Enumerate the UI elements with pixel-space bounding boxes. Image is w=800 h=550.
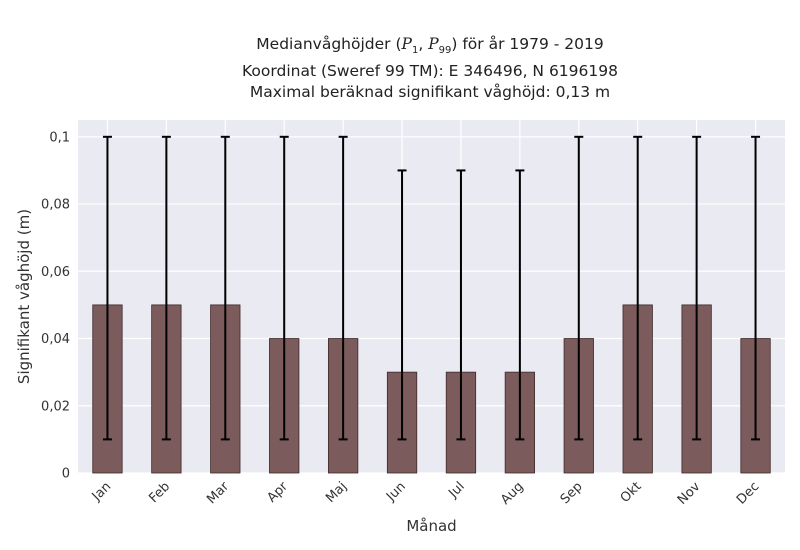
x-axis-label: Månad — [406, 517, 456, 535]
error-bar-nov — [692, 135, 702, 441]
x-tick-label: Nov — [675, 479, 704, 508]
y-tick-label: 0,08 — [41, 198, 70, 213]
error-bars — [102, 135, 761, 441]
x-tick-label: Jan — [89, 479, 114, 504]
x-tick-label: Maj — [323, 479, 350, 506]
error-bar-maj — [338, 135, 348, 441]
error-bar-jun — [397, 169, 407, 441]
error-bar-jul — [456, 169, 466, 441]
x-tick-label: Apr — [265, 479, 292, 506]
x-tick-label: Jul — [445, 479, 467, 501]
chart-title: Medianvåghöjder (P1, P99) för år 1979 - … — [130, 34, 730, 103]
x-tick-label: Feb — [146, 479, 173, 506]
y-axis-ticks: 0 0,02 0,04 0,06 0,08 0,1 — [41, 130, 70, 481]
plot-area — [78, 120, 785, 473]
y-tick-label: 0,02 — [41, 399, 70, 414]
x-tick-label: Okt — [618, 479, 645, 506]
y-tick-label: 0 — [62, 467, 70, 482]
error-bar-aug — [515, 169, 525, 441]
y-axis-label: Signifikant våghöjd (m) — [15, 209, 33, 384]
error-bar-feb — [161, 135, 171, 441]
y-tick-label: 0,1 — [49, 130, 70, 145]
chart-title-line-1: Medianvåghöjder (P1, P99) för år 1979 - … — [256, 35, 604, 57]
x-tick-label: Jun — [383, 479, 409, 505]
chart-title-line-2: Koordinat (Sweref 99 TM): E 346496, N 61… — [242, 62, 618, 81]
error-bar-dec — [751, 135, 761, 441]
error-bar-sep — [574, 135, 584, 441]
x-axis-ticks: Jan Feb Mar Apr Maj Jun Jul Aug Sep Okt Nov Dec — [89, 479, 763, 508]
error-bar-okt — [633, 135, 643, 441]
chart-title-line-3: Maximal beräknad signifikant våghöjd: 0,… — [249, 83, 611, 102]
y-tick-label: 0,06 — [41, 265, 70, 280]
error-bar-mar — [220, 135, 230, 441]
x-tick-label: Dec — [734, 479, 762, 507]
y-tick-label: 0,04 — [41, 332, 70, 347]
x-tick-label: Aug — [498, 479, 527, 508]
error-bar-jan — [102, 135, 112, 441]
x-tick-label: Sep — [558, 479, 586, 507]
x-tick-label: Mar — [204, 479, 232, 507]
error-bar-apr — [279, 135, 289, 441]
